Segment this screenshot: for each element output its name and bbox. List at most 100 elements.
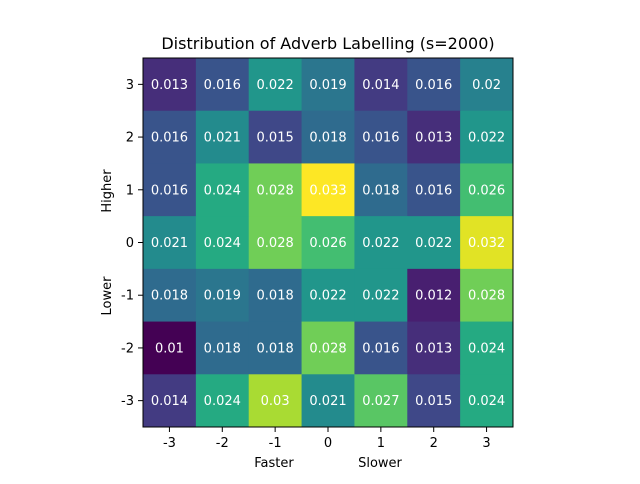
heatmap-cell	[248, 268, 303, 323]
heatmap-cell	[460, 163, 514, 217]
heatmap-cell	[143, 268, 197, 323]
heatmap-cell	[248, 374, 303, 428]
heatmap-cell-label: 0.033	[309, 183, 346, 198]
heatmap-cell-label: 0.022	[257, 78, 294, 93]
x-tick-label: 2	[430, 436, 438, 451]
heatmap-cell	[354, 321, 408, 375]
heatmap-cell	[460, 374, 514, 428]
heatmap-cell	[460, 58, 514, 112]
x-tick-label: -3	[163, 436, 176, 451]
heatmap-cell-label: 0.013	[151, 78, 188, 93]
heatmap-cell	[143, 321, 197, 375]
heatmap-cell-label: 0.018	[257, 289, 294, 304]
heatmap-cell-label: 0.027	[362, 394, 399, 409]
heatmap-value-labels: 0.013 0.016 0.022 0.019 0.014 0.016 0.02 0.016 0…	[151, 78, 505, 409]
x-axis-ticks: -3 -2 -1 0 1 2 3	[163, 427, 491, 451]
heatmap-cell-label: 0.024	[204, 236, 241, 251]
heatmap-cell-label: 0.016	[362, 131, 399, 146]
heatmap-cell	[354, 163, 408, 217]
heatmap-cell	[195, 321, 250, 375]
heatmap-cell-label: 0.021	[309, 394, 346, 409]
heatmap-cell	[195, 163, 250, 217]
heatmap-cell	[460, 216, 514, 270]
heatmap-cell-label: 0.028	[468, 289, 505, 304]
heatmap-cell-label: 0.016	[204, 78, 241, 93]
heatmap-cell	[407, 58, 461, 112]
heatmap-cell	[407, 374, 461, 428]
heatmap-cell-label: 0.01	[155, 341, 184, 356]
heatmap-cell-label: 0.028	[257, 183, 294, 198]
heatmap-cell	[248, 58, 303, 112]
heatmap-cell-label: 0.021	[151, 236, 188, 251]
heatmap-cell	[407, 321, 461, 375]
heatmap-cell	[248, 163, 303, 217]
heatmap-cell-label: 0.026	[468, 183, 505, 198]
heatmap-cell	[354, 268, 408, 323]
heatmap-cell-label: 0.024	[468, 394, 505, 409]
heatmap-cell-label: 0.015	[257, 131, 294, 146]
heatmap-cell-label: 0.013	[415, 341, 452, 356]
heatmap-cell-label: 0.021	[204, 131, 241, 146]
heatmap-cell-label: 0.022	[309, 289, 346, 304]
heatmap-cell	[248, 110, 303, 164]
heatmap-cell	[301, 110, 355, 164]
heatmap-cell-label: 0.022	[362, 289, 399, 304]
heatmap-cell-label: 0.016	[362, 341, 399, 356]
y-axis-label-higher: Higher	[100, 169, 115, 213]
heatmap-cell-label: 0.012	[415, 289, 452, 304]
heatmap-cell-label: 0.032	[468, 236, 505, 251]
x-tick-label: -1	[269, 436, 282, 451]
x-tick-label: -2	[216, 436, 229, 451]
heatmap-cell	[195, 268, 250, 323]
heatmap-cell-label: 0.016	[151, 183, 188, 198]
heatmap-cell-label: 0.024	[204, 183, 241, 198]
heatmap-cell	[301, 374, 355, 428]
y-tick-label: -1	[121, 289, 134, 304]
chart-title: Distribution of Adverb Labelling (s=2000…	[161, 34, 494, 53]
heatmap-cell-label: 0.022	[362, 236, 399, 251]
heatmap-cell	[407, 268, 461, 323]
heatmap-cell-label: 0.018	[362, 183, 399, 198]
heatmap-cell	[407, 216, 461, 270]
heatmap-cell-label: 0.026	[309, 236, 346, 251]
heatmap-cell-label: 0.019	[204, 289, 241, 304]
heatmap-cell	[460, 110, 514, 164]
heatmap-cell-label: 0.018	[204, 341, 241, 356]
heatmap-cell	[301, 58, 355, 112]
heatmap-cell-label: 0.018	[309, 131, 346, 146]
heatmap-cell-label: 0.015	[415, 394, 452, 409]
heatmap-cell-label: 0.014	[362, 78, 399, 93]
x-tick-label: 3	[482, 436, 490, 451]
heatmap-cell	[195, 58, 250, 112]
y-tick-label: -3	[121, 394, 134, 409]
y-axis-ticks: 3 2 1 0 -1 -2 -3	[121, 78, 143, 409]
heatmap-cell	[407, 110, 461, 164]
heatmap-cell	[195, 216, 250, 270]
x-axis-label-slower: Slower	[358, 456, 402, 471]
heatmap-cell-label: 0.022	[468, 131, 505, 146]
heatmap-cell	[195, 110, 250, 164]
heatmap-cell-label: 0.018	[151, 289, 188, 304]
heatmap-cell	[460, 268, 514, 323]
heatmap-cell-label: 0.022	[415, 236, 452, 251]
heatmap-cell-label: 0.016	[415, 183, 452, 198]
heatmap-cell	[407, 163, 461, 217]
heatmap-cell	[248, 321, 303, 375]
heatmap-cell	[301, 321, 355, 375]
heatmap-cell	[354, 216, 408, 270]
heatmap-cell-label: 0.013	[415, 131, 452, 146]
heatmap-cell	[195, 374, 250, 428]
x-tick-label: 0	[324, 436, 332, 451]
heatmap-cell	[143, 110, 197, 164]
heatmap-cell	[301, 163, 355, 217]
heatmap-cell-label: 0.03	[261, 394, 290, 409]
heatmap-cell-label: 0.016	[151, 131, 188, 146]
heatmap-cell	[143, 216, 197, 270]
heatmap-cell	[143, 374, 197, 428]
x-axis-label-faster: Faster	[254, 456, 294, 471]
heatmap-cell	[354, 58, 408, 112]
heatmap-cell-label: 0.019	[309, 78, 346, 93]
heatmap-cell-label: 0.014	[151, 394, 188, 409]
